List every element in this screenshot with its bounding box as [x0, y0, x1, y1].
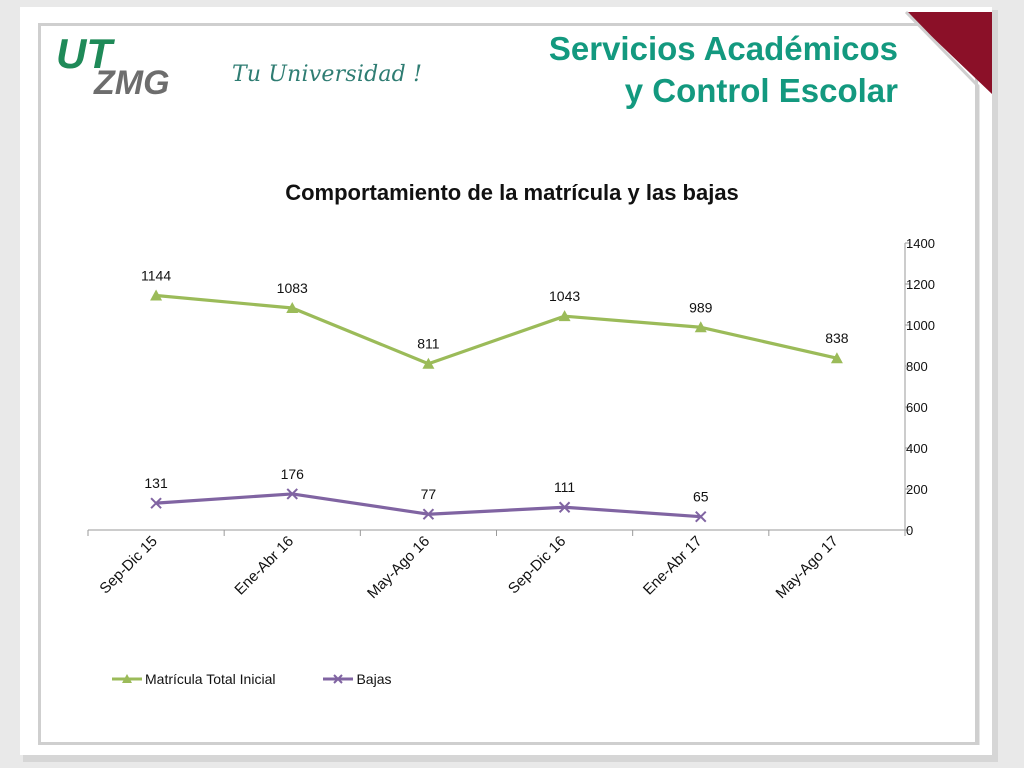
data-point-bajas [422, 508, 435, 520]
y-tick-label: 800 [906, 359, 928, 374]
x-tick-label: Sep-Dic 16 [505, 533, 569, 597]
y-tick-label: 600 [906, 400, 928, 415]
x-tick-label: Sep-Dic 15 [96, 533, 160, 597]
legend-swatch-triangle-icon [112, 674, 142, 683]
data-label-matricula: 1083 [277, 280, 308, 296]
data-point-bajas [150, 497, 162, 509]
data-point-bajas [286, 488, 298, 500]
data-point-matricula [830, 352, 843, 364]
y-tick-label: 1400 [906, 236, 935, 251]
data-label-matricula: 811 [417, 336, 440, 352]
x-tick-label: Ene-Abr 17 [640, 533, 706, 599]
y-tick-label: 200 [906, 482, 928, 497]
y-tick-label: 400 [906, 441, 928, 456]
y-tick-label: 1000 [906, 318, 935, 333]
data-label-matricula: 1144 [141, 267, 171, 283]
data-point-matricula [286, 301, 299, 313]
chart-title: Comportamiento de la matrícula y las baj… [285, 180, 739, 205]
corner-fold-line [904, 10, 980, 745]
legend-label-bajas: Bajas [356, 671, 392, 687]
data-point-matricula [694, 321, 707, 333]
logo-ut-text: UT [56, 30, 115, 77]
page-title: Servicios Académicos y Control Escolar [549, 28, 898, 112]
x-tick-label: May-Ago 16 [364, 533, 433, 602]
legend-swatch-x-icon [323, 674, 354, 684]
data-label-bajas: 111 [554, 479, 575, 495]
x-tick-label: Ene-Abr 16 [231, 533, 297, 599]
data-label-matricula: 1043 [549, 288, 580, 304]
data-point-matricula [150, 289, 163, 301]
x-tick-label: May-Ago 17 [773, 533, 842, 602]
data-point-matricula [558, 310, 571, 322]
data-point-matricula [422, 357, 435, 369]
y-tick-label: 0 [906, 523, 913, 538]
data-label-bajas: 176 [281, 466, 305, 482]
data-label-matricula: 989 [689, 299, 713, 315]
logo-zmg-text: ZMG [93, 64, 170, 100]
data-point-bajas [695, 510, 707, 523]
logo-tagline: Tu Universidad ! [232, 62, 423, 87]
y-tick-label: 1200 [906, 277, 935, 292]
legend-label-matricula: Matrícula Total Inicial [145, 671, 276, 687]
page-title-line2: y Control Escolar [624, 72, 898, 109]
legend-item-bajas: Bajas [323, 671, 392, 687]
chart-legend: Matrícula Total Inicial Bajas [112, 671, 440, 687]
data-label-bajas: 77 [421, 486, 437, 502]
series-line-matricula [155, 293, 838, 366]
page-title-line1: Servicios Académicos [548, 30, 898, 67]
data-label-bajas: 131 [144, 475, 168, 491]
legend-item-matricula: Matrícula Total Inicial [112, 671, 275, 687]
utzmg-logo: UT ZMG [56, 30, 170, 100]
data-point-bajas [558, 501, 571, 513]
slide [20, 7, 992, 755]
data-label-bajas: 65 [693, 489, 709, 505]
data-label-matricula: 838 [825, 330, 849, 346]
